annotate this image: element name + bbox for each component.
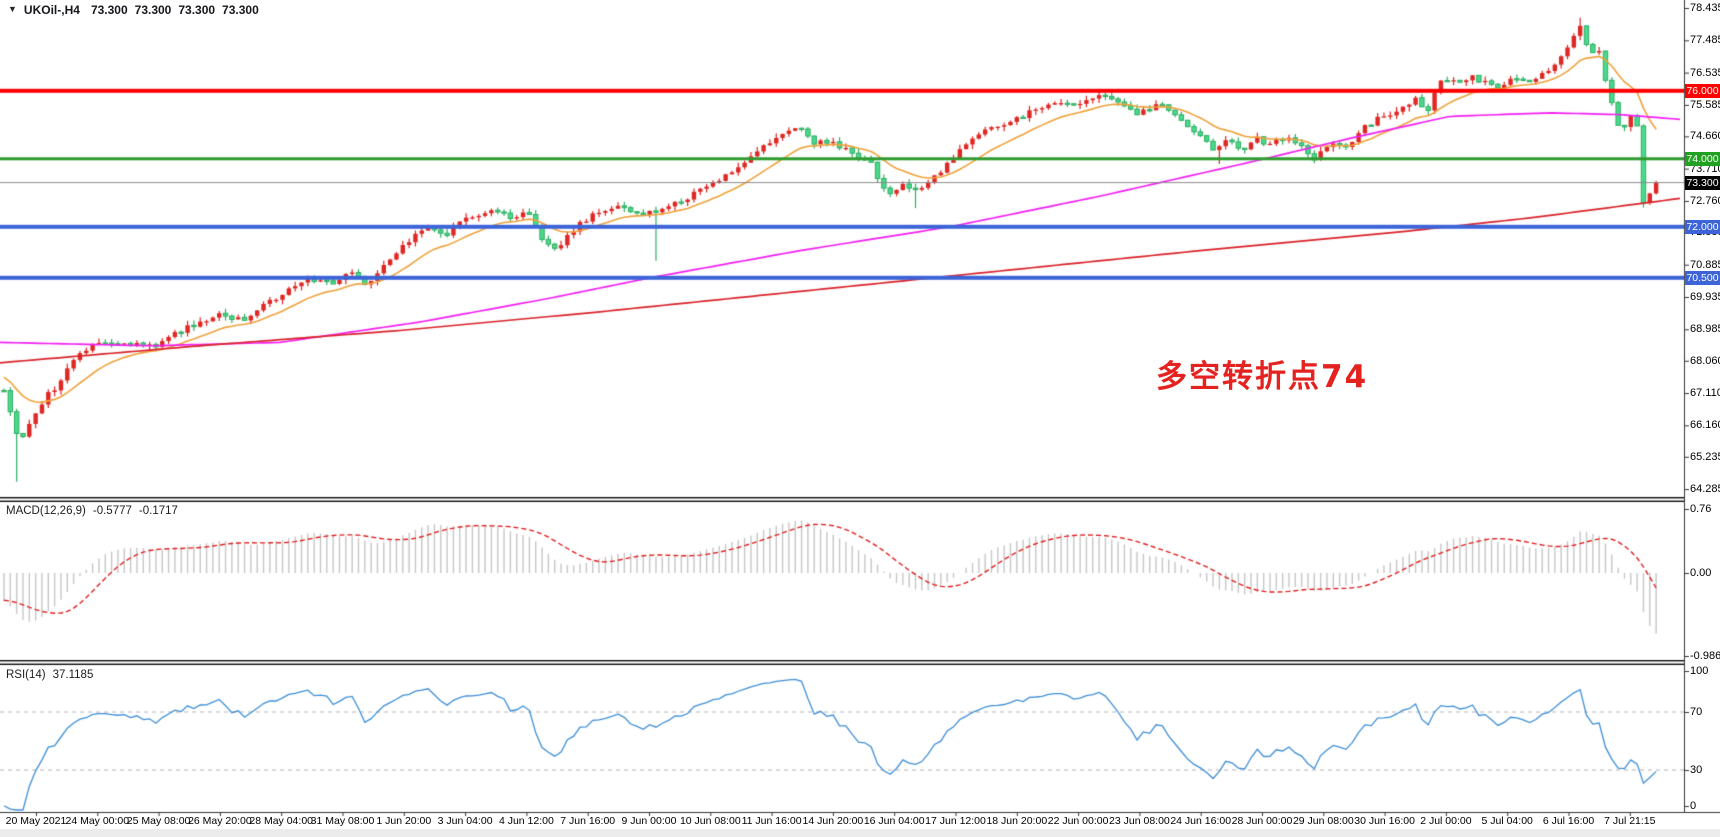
time-axis-label: 17 Jun 12:00 — [925, 815, 986, 827]
time-axis-label: 1 Jun 20:00 — [376, 815, 432, 827]
macd-indicator-label: MACD(12,26,9) -0.5777 -0.1717 — [6, 505, 178, 517]
rsi-axis-label: 70 — [1690, 706, 1703, 718]
macd-signal-value: -0.1717 — [138, 505, 178, 517]
price-axis-label: 64.285 — [1690, 483, 1720, 496]
macd-axis-label: -0.9862 — [1690, 650, 1720, 662]
time-axis-label: 2 Jul 00:00 — [1420, 815, 1472, 827]
symbol-period-label: UKOil-,H4 — [23, 3, 80, 17]
time-axis-label: 11 Jun 16:00 — [741, 815, 802, 827]
time-axis-label: 25 May 08:00 — [126, 815, 191, 827]
time-axis-label: 20 May 2021 — [5, 815, 67, 827]
macd-axis-label: 0.00 — [1690, 567, 1712, 579]
symbol-header: ▼ UKOil-,H4 73.300 73.300 73.300 73.300 — [8, 3, 259, 17]
rsi-name: RSI(14) — [6, 669, 46, 681]
collapse-arrow-icon[interactable]: ▼ — [8, 4, 17, 14]
price-axis-label: 70.885 — [1690, 258, 1720, 271]
time-axis-label: 26 May 20:00 — [188, 815, 252, 827]
price-axis-label: 78.435 — [1690, 2, 1720, 14]
time-axis-label: 14 Jun 20:00 — [802, 815, 864, 827]
price-axis-label: 67.110 — [1690, 387, 1720, 400]
time-axis-label: 28 Jun 00:00 — [1231, 815, 1293, 827]
price-level-badge: 76.000 — [1685, 83, 1720, 98]
time-axis-label: 16 Jun 04:00 — [863, 815, 925, 827]
price-axis-label: 75.585 — [1690, 98, 1720, 111]
time-axis-label: 31 May 08:00 — [310, 815, 375, 827]
price-level-badge: 73.300 — [1685, 175, 1720, 190]
rsi-axis-label: 100 — [1690, 665, 1709, 677]
macd-name: MACD(12,26,9) — [6, 505, 86, 517]
time-axis-label: 28 May 04:00 — [249, 815, 314, 827]
rsi-axis-label: 30 — [1690, 764, 1703, 776]
time-axis-label: 24 Jun 16:00 — [1170, 815, 1232, 827]
time-axis-label: 7 Jul 21:15 — [1604, 815, 1656, 827]
price-level-badge: 72.000 — [1685, 219, 1720, 234]
quote-high: 73.300 — [134, 3, 172, 17]
price-level-badge: 74.000 — [1685, 151, 1720, 166]
price-axis-label: 66.160 — [1690, 419, 1720, 432]
price-axis-label: 77.485 — [1690, 34, 1720, 47]
macd-main-value: -0.5777 — [92, 505, 132, 517]
price-axis-label: 76.535 — [1690, 66, 1720, 79]
price-level-badge: 70.500 — [1685, 270, 1720, 285]
time-axis-label: 24 May 00:00 — [65, 815, 130, 827]
time-axis-label: 4 Jun 12:00 — [498, 815, 554, 827]
quote-low: 73.300 — [178, 3, 216, 17]
rsi-value: 37.1185 — [52, 669, 94, 681]
rsi-axis-label: 0 — [1690, 800, 1697, 812]
quote-close: 73.300 — [222, 3, 259, 17]
time-axis-label: 6 Jul 16:00 — [1542, 815, 1595, 827]
time-axis-label: 3 Jun 04:00 — [437, 815, 493, 827]
quote-open: 73.300 — [90, 3, 128, 17]
time-axis-label: 23 Jun 08:00 — [1109, 815, 1170, 827]
window-bottom-strip — [0, 829, 1720, 837]
rsi-indicator-label: RSI(14) 37.1185 — [6, 669, 93, 681]
macd-axis-label: 0.76 — [1690, 503, 1712, 515]
time-axis-label: 10 Jun 08:00 — [679, 815, 741, 827]
price-axis-label: 72.760 — [1690, 194, 1720, 207]
price-axis-label: 65.235 — [1690, 450, 1720, 463]
time-axis-label: 30 Jun 16:00 — [1354, 815, 1415, 827]
price-axis-label: 68.060 — [1690, 354, 1720, 367]
price-axis-label: 74.660 — [1690, 130, 1720, 143]
price-axis-label: 69.935 — [1690, 291, 1720, 303]
time-axis-label: 9 Jun 00:00 — [621, 815, 677, 827]
time-axis-label: 29 Jun 08:00 — [1292, 815, 1354, 827]
analyst-annotation: 多空转折点74 — [1156, 359, 1369, 395]
time-axis-label: 18 Jun 20:00 — [986, 815, 1048, 827]
price-axis-label: 68.985 — [1690, 323, 1720, 336]
time-axis-label: 5 Jul 04:00 — [1481, 815, 1533, 827]
time-axis-label: 22 Jun 00:00 — [1047, 815, 1109, 827]
time-axis-label: 7 Jun 16:00 — [560, 815, 616, 827]
